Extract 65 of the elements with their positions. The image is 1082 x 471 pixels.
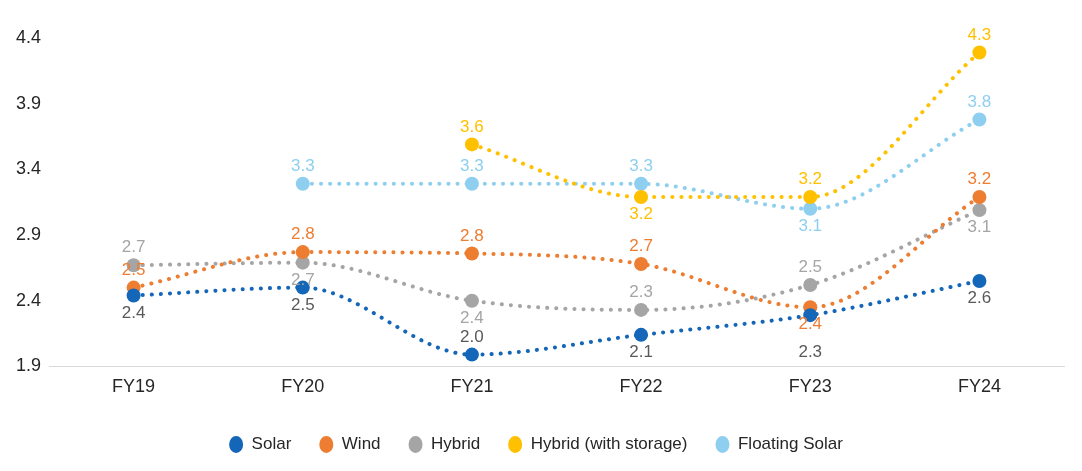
data-label: 2.3 bbox=[798, 342, 823, 362]
point bbox=[803, 201, 818, 216]
data-label: 2.8 bbox=[460, 225, 484, 245]
data-label: 3.1 bbox=[798, 215, 823, 235]
point bbox=[464, 347, 479, 362]
point bbox=[464, 176, 479, 191]
data-label: 2.4 bbox=[121, 302, 146, 322]
data-label: 3.8 bbox=[967, 91, 992, 111]
point bbox=[464, 137, 479, 152]
legend-label: Floating Solar bbox=[737, 434, 844, 454]
y-tick-label: 3.4 bbox=[15, 158, 42, 179]
data-label: 3.1 bbox=[967, 217, 992, 237]
point bbox=[803, 277, 818, 292]
data-label: 3.6 bbox=[460, 116, 484, 136]
y-tick-label: 4.4 bbox=[15, 26, 42, 47]
data-label: 2.8 bbox=[290, 224, 315, 244]
point bbox=[634, 327, 649, 342]
data-label: 3.3 bbox=[290, 156, 315, 175]
y-tick-label: 2.4 bbox=[15, 289, 42, 310]
point bbox=[803, 189, 818, 204]
legend-label: Solar bbox=[251, 434, 292, 454]
point bbox=[634, 256, 649, 271]
point bbox=[634, 302, 649, 317]
y-tick-label: 3.9 bbox=[15, 92, 42, 113]
data-label: 2.5 bbox=[290, 294, 315, 314]
data-label: 3.2 bbox=[967, 169, 992, 189]
point bbox=[972, 203, 987, 218]
point bbox=[634, 189, 649, 204]
legend-label: Hybrid (with storage) bbox=[530, 434, 688, 454]
legend-label: Wind bbox=[341, 434, 381, 454]
data-label: 3.2 bbox=[798, 169, 823, 189]
point bbox=[464, 293, 479, 308]
data-label: 2.6 bbox=[967, 288, 992, 308]
point bbox=[126, 288, 141, 303]
data-label: 2.7 bbox=[629, 236, 653, 256]
data-label: 3.2 bbox=[629, 204, 653, 224]
point bbox=[972, 45, 987, 60]
point bbox=[464, 246, 479, 261]
data-label: 2.4 bbox=[460, 307, 484, 327]
x-tick-label: FY22 bbox=[619, 376, 663, 397]
x-tick-label: FY23 bbox=[788, 376, 832, 397]
point bbox=[295, 245, 310, 260]
data-label: 2.4 bbox=[798, 314, 823, 334]
x-tick-label: FY20 bbox=[281, 376, 325, 397]
legend-label: Hybrid bbox=[431, 434, 481, 454]
data-label: 2.5 bbox=[798, 257, 823, 277]
data-label: 2.7 bbox=[290, 269, 315, 289]
point bbox=[295, 176, 310, 191]
data-label: 2.7 bbox=[121, 237, 146, 257]
x-tick-label: FY19 bbox=[112, 376, 156, 397]
point bbox=[972, 274, 987, 289]
y-tick-label: 2.9 bbox=[15, 224, 42, 245]
data-label: 2.0 bbox=[460, 326, 484, 346]
x-tick-label: FY21 bbox=[450, 376, 494, 397]
y-tick-label: 1.9 bbox=[15, 355, 42, 376]
data-label: 2.1 bbox=[629, 342, 653, 362]
data-label: 4.3 bbox=[967, 24, 992, 44]
data-label: 3.3 bbox=[629, 156, 653, 175]
point bbox=[634, 176, 649, 191]
data-label: 3.3 bbox=[460, 156, 484, 175]
x-tick-label: FY24 bbox=[957, 376, 1001, 397]
point bbox=[972, 112, 987, 127]
point bbox=[972, 189, 987, 204]
data-label: 2.5 bbox=[121, 259, 146, 279]
data-label: 2.3 bbox=[629, 282, 653, 302]
